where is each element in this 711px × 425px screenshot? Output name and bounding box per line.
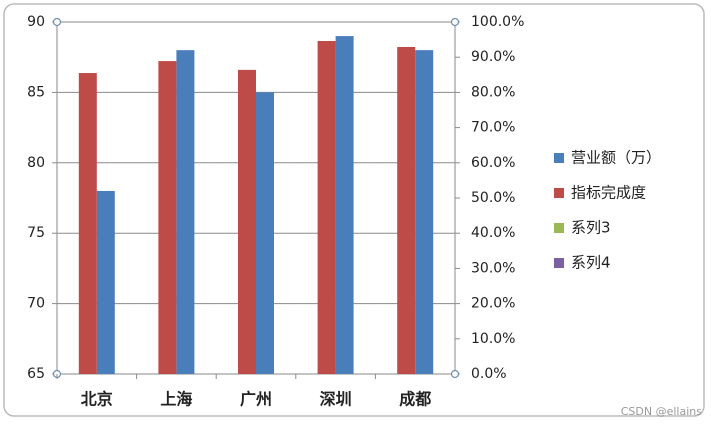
x-tick-label: 成都 [399, 390, 431, 409]
bar [317, 41, 336, 375]
y-tick-label: 85 [27, 84, 45, 100]
axis-handle [52, 17, 62, 27]
y-tick-label: 70 [27, 296, 45, 312]
legend-swatch [554, 188, 564, 198]
y2-tick-label: 90.0% [471, 49, 515, 65]
legend-swatch [554, 258, 564, 268]
axis-handle [450, 369, 460, 379]
bar [397, 46, 416, 374]
y2-tick-label: 70.0% [471, 120, 515, 136]
legend-swatch [554, 223, 564, 233]
bar [415, 50, 434, 374]
x-tick-label: 北京 [81, 390, 113, 409]
y2-tick-label: 30.0% [471, 260, 515, 276]
y-tick-label: 75 [27, 225, 45, 241]
x-tick-label: 广州 [240, 390, 272, 409]
y2-tick-label: 0.0% [471, 366, 507, 382]
y-tick-label: 90 [27, 14, 45, 30]
bar [176, 50, 195, 374]
bar [256, 92, 274, 375]
y2-tick-label: 20.0% [471, 296, 515, 312]
watermark: CSDN @ellains [621, 405, 703, 418]
y2-tick-label: 80.0% [471, 84, 515, 100]
y2-tick-label: 60.0% [471, 155, 515, 171]
bar [238, 69, 256, 374]
y2-tick-label: 100.0% [471, 14, 524, 30]
bar [158, 61, 177, 375]
bar [78, 73, 97, 374]
y2-tick-label: 10.0% [471, 331, 515, 347]
bar [335, 36, 354, 374]
y2-tick-label: 40.0% [471, 225, 515, 241]
x-tick-label: 深圳 [320, 390, 352, 409]
legend-label: 系列3 [571, 219, 611, 237]
legend-label: 指标完成度 [571, 184, 646, 202]
bar [96, 190, 115, 374]
y2-tick-label: 50.0% [471, 190, 515, 206]
axis-handle [450, 17, 460, 27]
legend-label: 系列4 [571, 254, 611, 272]
legend-label: 营业额（万） [571, 149, 661, 167]
y-tick-label: 80 [27, 155, 45, 171]
legend-swatch [554, 153, 564, 163]
x-tick-label: 上海 [160, 390, 192, 409]
y-tick-label: 65 [27, 366, 45, 382]
